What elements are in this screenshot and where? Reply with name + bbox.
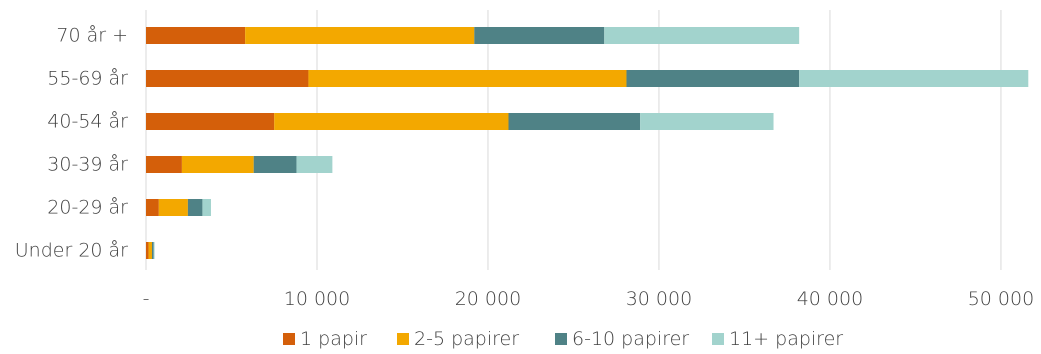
legend-label: 11+ papirer [729, 328, 843, 350]
bar-segment [274, 113, 509, 130]
legend-label: 1 papir [300, 328, 367, 350]
bar-segment [202, 199, 211, 216]
bar-segment [474, 27, 605, 44]
bar-segment [146, 27, 246, 44]
bar-segment [181, 156, 254, 173]
legend-swatch [555, 333, 567, 345]
bar-segment [245, 27, 475, 44]
bar-segment [308, 70, 627, 87]
bar-segment [640, 113, 774, 130]
bar-segment [146, 199, 159, 216]
x-tick-label: 40 000 [797, 288, 863, 310]
bar-segment [508, 113, 641, 130]
bar-segment [146, 113, 275, 130]
bar-segment [151, 242, 154, 259]
category-label: Under 20 år [15, 240, 128, 262]
x-tick-label: 10 000 [284, 288, 350, 310]
bar-segment [296, 156, 333, 173]
legend-swatch [397, 333, 409, 345]
bar-segment [158, 199, 188, 216]
legend-swatch [283, 333, 295, 345]
bar-segment [799, 70, 1029, 87]
x-tick-label: - [143, 288, 150, 310]
category-labels: 70 år + 55-69 år 40-54 år 30-39 år 20-29 år U… [15, 25, 128, 262]
legend-swatch [712, 333, 724, 345]
bar-segment [187, 199, 203, 216]
x-tick-label: 50 000 [968, 288, 1034, 310]
x-tick-labels: - 10 000 20 000 30 000 40 000 50 000 [143, 288, 1035, 310]
category-label: 20-29 år [47, 197, 128, 219]
legend: 1 papir 2-5 papirer 6-10 papirer 11+ papire… [283, 328, 843, 350]
legend-label: 6-10 papirer [572, 328, 689, 350]
category-label: 70 år + [56, 25, 128, 47]
category-label: 40-54 år [47, 111, 128, 133]
bar-segment [146, 156, 182, 173]
x-tick-label: 20 000 [455, 288, 521, 310]
category-label: 30-39 år [47, 154, 128, 176]
legend-label: 2-5 papirer [414, 328, 519, 350]
gridlines [145, 10, 1002, 270]
category-label: 55-69 år [47, 68, 128, 90]
x-tick-label: 30 000 [626, 288, 692, 310]
bar-segment [626, 70, 800, 87]
bar-segment [148, 242, 152, 259]
bar-segment [146, 242, 149, 259]
bar-segment [253, 156, 297, 173]
bar-segments [146, 27, 1029, 259]
bar-segment [604, 27, 800, 44]
bar-segment [146, 70, 309, 87]
bar-segment [153, 242, 155, 259]
